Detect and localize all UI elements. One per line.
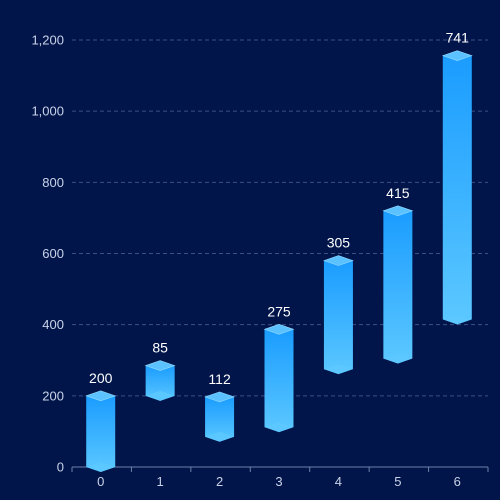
bar-top-cap — [441, 50, 473, 61]
x-tick-label: 6 — [454, 474, 461, 489]
bars — [85, 50, 473, 472]
bar-bottom-cap — [442, 314, 472, 325]
bar-body — [383, 210, 413, 364]
data-label: 112 — [208, 371, 231, 387]
bar-body — [323, 260, 353, 375]
bar-top-cap — [85, 390, 117, 402]
bar-body — [86, 395, 116, 472]
data-label: 200 — [89, 370, 113, 386]
x-tick-label: 2 — [216, 474, 223, 489]
bar-bottom-cap — [323, 364, 353, 375]
data-label: 85 — [152, 340, 168, 356]
data-label: 741 — [446, 30, 470, 46]
y-tick-label: 1,000 — [31, 104, 64, 119]
bar — [85, 390, 117, 472]
y-tick-label: 200 — [42, 388, 64, 403]
x-tick-label: 4 — [335, 474, 342, 489]
bar-top-cap — [204, 391, 235, 403]
x-tick-label: 3 — [275, 474, 282, 489]
data-label: 415 — [386, 185, 410, 201]
bar-bottom-cap — [264, 422, 294, 433]
bar-bottom-cap — [86, 462, 116, 472]
x-tick-label: 5 — [394, 474, 401, 489]
bar-top-cap — [323, 255, 354, 266]
bar-body — [145, 365, 175, 401]
y-tick-label: 800 — [42, 175, 64, 190]
grid-lines — [72, 39, 488, 397]
axes: 0 200 400 600 800 1,000 1,200 0 1 2 3 4 5 6 — [31, 33, 489, 489]
y-tick-label: 1,200 — [31, 33, 64, 48]
data-label: 305 — [327, 235, 351, 251]
bar — [263, 323, 295, 433]
bar-top-cap — [144, 360, 176, 371]
bar — [204, 391, 235, 442]
x-tick-label: 1 — [157, 474, 164, 489]
y-tick-label: 400 — [42, 317, 64, 332]
bar-bottom-cap — [145, 390, 175, 401]
y-tick-label: 600 — [42, 246, 64, 261]
bar — [382, 205, 414, 364]
data-label: 275 — [267, 303, 291, 319]
bar — [441, 50, 473, 325]
data-labels: 200 85 112 275 305 415 741 — [89, 30, 469, 387]
y-tick-label: 0 — [57, 460, 64, 475]
bar-body — [442, 55, 472, 325]
bar — [323, 255, 354, 375]
bar-body — [205, 396, 235, 442]
bar-top-cap — [263, 323, 295, 335]
x-tick-label: 0 — [97, 474, 104, 489]
bar-bottom-cap — [205, 431, 235, 442]
bar-body — [264, 329, 294, 433]
bar-top-cap — [382, 205, 414, 217]
bar-bottom-cap — [383, 353, 413, 364]
bar — [144, 360, 176, 401]
